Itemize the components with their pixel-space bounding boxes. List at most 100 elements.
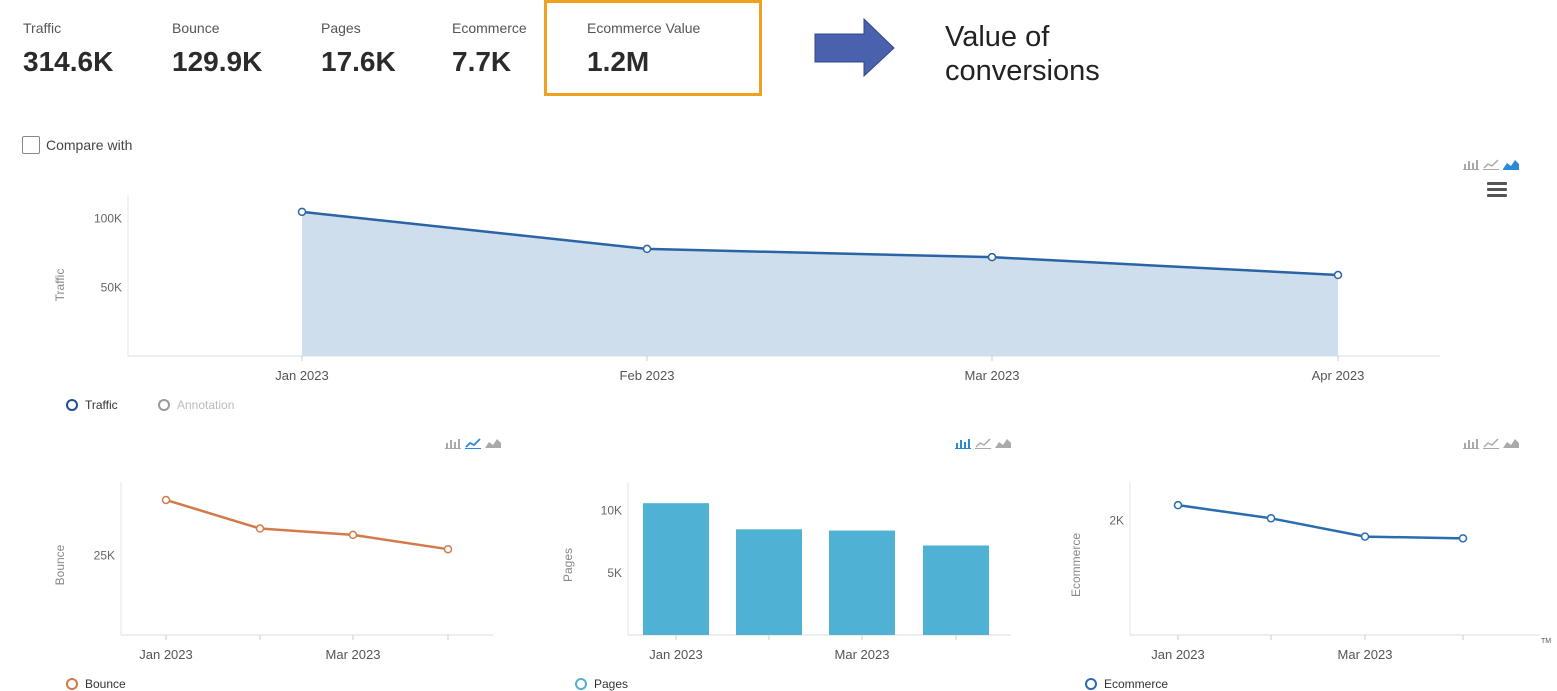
circle-icon (158, 399, 170, 411)
series-line (1177, 503, 1464, 540)
legend-item-annotation[interactable]: Annotation (158, 398, 234, 412)
circle-icon (1085, 678, 1097, 690)
data-point (1333, 270, 1343, 280)
annotation-text: Value of conversions (945, 20, 1100, 88)
y-tick-label: 2K (1109, 514, 1124, 528)
bar (923, 545, 989, 635)
data-point (987, 252, 997, 262)
line-chart-icon[interactable] (465, 437, 481, 449)
right-arrow-icon (814, 18, 895, 78)
compare-with-toggle[interactable]: Compare with (22, 136, 132, 154)
compare-checkbox[interactable] (22, 136, 40, 154)
metric-value: 129.9K (172, 46, 263, 77)
x-tick-label: Mar 2023 (835, 647, 890, 662)
x-tick-label: Mar 2023 (1338, 647, 1393, 662)
metric-pages: Pages 17.6K (321, 20, 396, 78)
y-tick-label: 5K (607, 566, 622, 580)
line-chart-icon[interactable] (1483, 437, 1499, 449)
chart-type-switch-bounce (445, 437, 501, 449)
x-tick-label: Apr 2023 (1312, 368, 1365, 383)
y-tick-label: 100K (94, 212, 122, 226)
metric-value: 314.6K (23, 46, 114, 77)
hamburger-menu-icon[interactable] (1487, 182, 1507, 200)
bar-chart-icon[interactable] (1463, 437, 1479, 449)
chart-type-switch-ecommerce (1463, 437, 1519, 449)
data-point (1360, 532, 1370, 541)
bar-chart-icon[interactable] (445, 437, 461, 449)
y-axis-label: Ecommerce (1069, 533, 1083, 597)
x-tick-label: Jan 2023 (1151, 647, 1205, 662)
metric-label: Traffic (23, 20, 62, 36)
metric-label: Ecommerce Value (587, 20, 701, 36)
traffic-chart: 50K 100K Traffic Jan 2023 Feb 2023 Mar 2023 Ap… (53, 195, 1440, 383)
metric-label: Bounce (172, 20, 220, 36)
bar (829, 530, 895, 635)
line-chart-icon[interactable] (975, 437, 991, 449)
x-tick-label: Mar 2023 (965, 368, 1020, 383)
line-chart-icon[interactable] (1483, 158, 1499, 170)
highlight-box (544, 0, 762, 96)
legend-item-traffic[interactable]: Traffic (66, 398, 118, 412)
metric-ecommerce-value: Ecommerce Value 1.2M (587, 20, 700, 78)
annotation-line: Value of (945, 21, 1050, 53)
area-chart-icon[interactable] (1503, 437, 1519, 449)
circle-icon (66, 399, 78, 411)
area-chart-icon[interactable] (485, 437, 501, 449)
bounce-chart: 25K Bounce Jan 2023 Mar 2023 (53, 482, 493, 662)
compare-label: Compare with (46, 137, 133, 153)
data-point (348, 530, 358, 540)
data-point (297, 207, 307, 217)
data-point (255, 524, 265, 533)
bar (736, 529, 802, 635)
data-point (642, 244, 652, 254)
metric-value: 17.6K (321, 46, 396, 77)
data-point (1173, 500, 1183, 510)
trademark-mark: TM (1541, 638, 1552, 645)
x-tick-label: Jan 2023 (649, 647, 703, 662)
legend-item-ecommerce[interactable]: Ecommerce (1085, 677, 1168, 691)
x-tick-label: Mar 2023 (326, 647, 381, 662)
y-axis-label: Traffic (53, 269, 67, 302)
circle-icon (575, 678, 587, 690)
x-tick-label: Jan 2023 (139, 647, 193, 662)
bar (643, 503, 709, 635)
legend-label: Ecommerce (1104, 677, 1169, 691)
metric-ecommerce: Ecommerce 7.7K (452, 20, 527, 78)
bar-chart-icon[interactable] (1463, 158, 1479, 170)
y-axis-label: Pages (561, 548, 575, 582)
data-point (161, 495, 171, 505)
legend-label: Pages (594, 677, 629, 691)
y-tick-label: 50K (101, 280, 122, 294)
legend-item-pages[interactable]: Pages (575, 677, 628, 691)
chart-type-switch-pages (955, 437, 1011, 449)
legend-label: Traffic (85, 398, 118, 412)
metric-label: Pages (321, 20, 361, 36)
metric-bounce: Bounce 129.9K (172, 20, 262, 78)
data-point (1458, 534, 1468, 543)
series-line (301, 210, 1339, 277)
data-point (1266, 514, 1276, 523)
metric-label: Ecommerce (452, 20, 527, 36)
annotation-line: conversions (945, 55, 1100, 87)
chart-type-switch-traffic (1463, 158, 1519, 170)
y-tick-label: 25K (94, 549, 115, 563)
x-tick-label: Jan 2023 (275, 368, 329, 383)
pages-chart: 5K 10K Pages Jan 2023 Mar 2023 (561, 482, 1011, 662)
area-fill (302, 211, 1338, 356)
bar-chart-icon[interactable] (955, 437, 971, 449)
legend-label: Annotation (177, 398, 235, 412)
legend-item-bounce[interactable]: Bounce (66, 677, 126, 691)
area-chart-icon[interactable] (1503, 158, 1519, 170)
legend-label: Bounce (85, 677, 126, 691)
metric-traffic: Traffic 314.6K (23, 20, 113, 78)
data-point (443, 544, 453, 554)
circle-icon (66, 678, 78, 690)
series-line (165, 498, 449, 551)
y-tick-label: 10K (601, 504, 622, 518)
x-tick-label: Feb 2023 (620, 368, 675, 383)
ecommerce-chart: 2K Ecommerce Jan 2023 Mar 2023 (1069, 482, 1540, 662)
metric-value: 7.7K (452, 46, 512, 77)
metric-value: 1.2M (587, 46, 650, 77)
area-chart-icon[interactable] (995, 437, 1011, 449)
y-axis-label: Bounce (53, 544, 67, 585)
